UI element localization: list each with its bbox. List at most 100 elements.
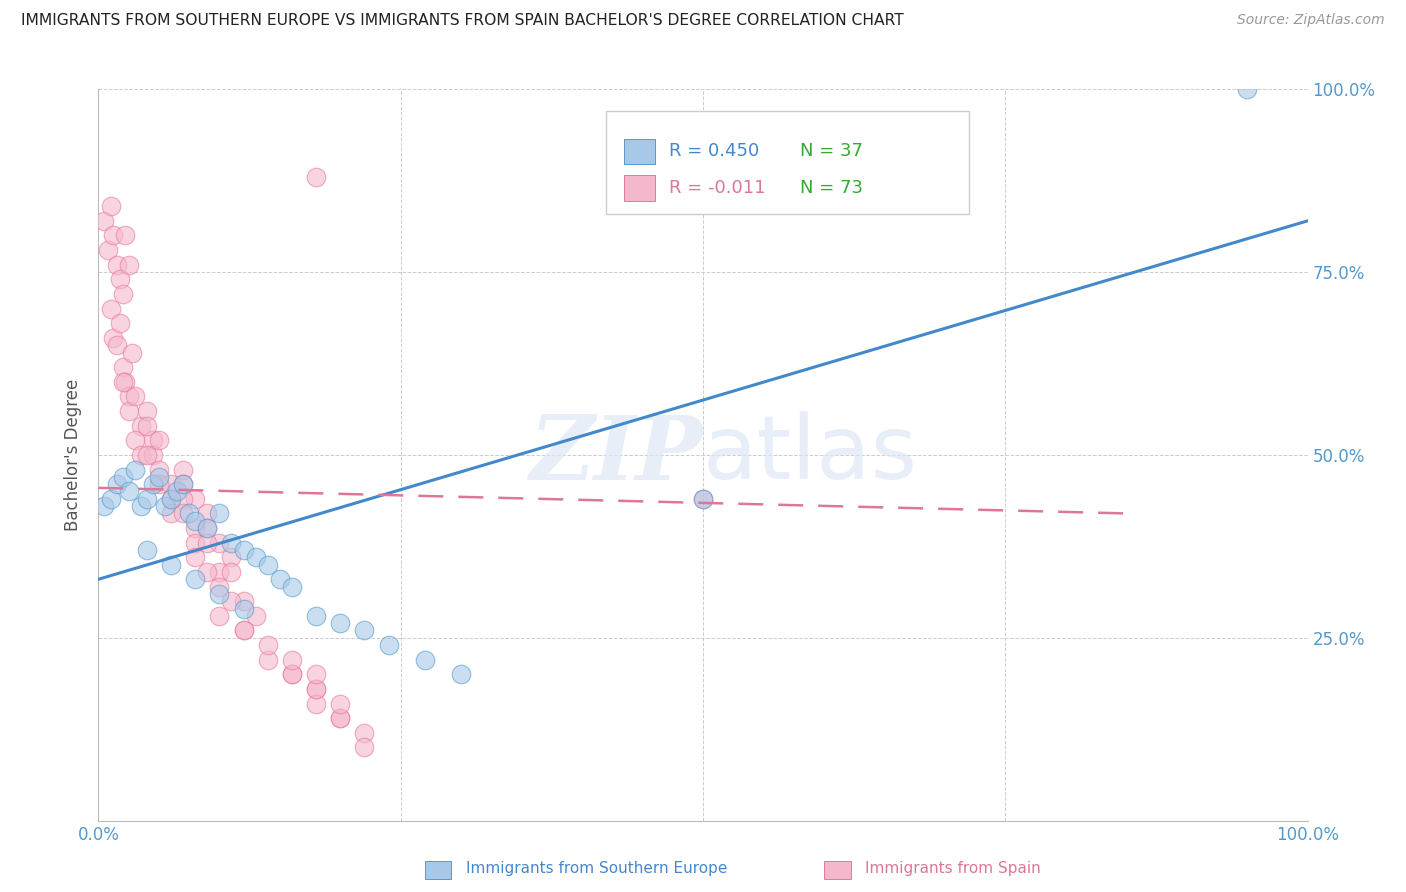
Point	[184, 521, 207, 535]
Point	[329, 711, 352, 725]
Point	[118, 484, 141, 499]
Bar	[624, 138, 655, 164]
Bar	[425, 861, 451, 880]
Point	[111, 375, 134, 389]
Text: ZIP: ZIP	[530, 412, 703, 498]
Point	[329, 711, 352, 725]
Point	[245, 550, 267, 565]
Text: Immigrants from Southern Europe: Immigrants from Southern Europe	[465, 861, 727, 876]
Point	[148, 462, 170, 476]
Point	[692, 491, 714, 506]
Point	[121, 345, 143, 359]
Point	[118, 258, 141, 272]
Point	[108, 272, 131, 286]
Point	[111, 470, 134, 484]
Y-axis label: Bachelor's Degree: Bachelor's Degree	[65, 379, 83, 531]
Text: R = -0.011: R = -0.011	[669, 179, 766, 197]
Point	[256, 638, 278, 652]
Point	[172, 477, 194, 491]
Point	[172, 507, 194, 521]
Point	[232, 594, 254, 608]
Text: IMMIGRANTS FROM SOUTHERN EUROPE VS IMMIGRANTS FROM SPAIN BACHELOR'S DEGREE CORRE: IMMIGRANTS FROM SOUTHERN EUROPE VS IMMIG…	[21, 13, 904, 29]
Point	[100, 491, 122, 506]
Point	[1236, 82, 1258, 96]
Point	[148, 434, 170, 448]
Point	[281, 580, 304, 594]
Point	[208, 608, 231, 623]
Point	[135, 543, 157, 558]
Point	[172, 491, 194, 506]
Point	[118, 404, 141, 418]
Point	[232, 624, 254, 638]
Point	[97, 243, 120, 257]
Point	[232, 543, 254, 558]
Point	[221, 565, 243, 579]
Point	[245, 608, 267, 623]
FancyBboxPatch shape	[606, 112, 969, 213]
Bar	[824, 861, 851, 880]
Text: atlas: atlas	[703, 411, 918, 499]
Point	[93, 499, 115, 513]
Point	[160, 507, 183, 521]
Point	[118, 389, 141, 403]
Point	[184, 491, 207, 506]
Text: N = 73: N = 73	[800, 179, 863, 197]
Point	[305, 697, 328, 711]
Point	[184, 572, 207, 586]
Point	[135, 404, 157, 418]
Point	[124, 389, 146, 403]
Bar	[624, 175, 655, 201]
Point	[208, 535, 231, 549]
Point	[101, 331, 124, 345]
Point	[208, 580, 231, 594]
Point	[142, 434, 165, 448]
Text: Immigrants from Spain: Immigrants from Spain	[865, 861, 1040, 876]
Point	[129, 499, 152, 513]
Point	[172, 477, 194, 491]
Point	[114, 375, 136, 389]
Point	[221, 535, 243, 549]
Point	[100, 301, 122, 316]
Point	[208, 507, 231, 521]
Point	[353, 740, 375, 755]
Point	[329, 697, 352, 711]
Point	[353, 624, 375, 638]
Point	[111, 360, 134, 375]
Point	[256, 653, 278, 667]
Point	[195, 521, 218, 535]
Point	[305, 608, 328, 623]
Point	[153, 499, 176, 513]
Point	[111, 287, 134, 301]
Point	[179, 507, 201, 521]
Point	[184, 535, 207, 549]
Point	[305, 681, 328, 696]
Point	[232, 624, 254, 638]
Point	[692, 491, 714, 506]
Point	[135, 418, 157, 433]
Point	[281, 667, 304, 681]
Point	[108, 316, 131, 330]
Point	[269, 572, 291, 586]
Point	[305, 681, 328, 696]
Point	[413, 653, 436, 667]
Point	[221, 594, 243, 608]
Point	[195, 521, 218, 535]
Point	[184, 514, 207, 528]
Point	[105, 477, 128, 491]
Point	[129, 448, 152, 462]
Point	[353, 726, 375, 740]
Point	[184, 550, 207, 565]
Point	[142, 477, 165, 491]
Point	[305, 667, 328, 681]
Point	[160, 491, 183, 506]
Point	[101, 228, 124, 243]
Point	[208, 565, 231, 579]
Point	[281, 653, 304, 667]
Point	[105, 258, 128, 272]
Point	[105, 338, 128, 352]
Point	[160, 558, 183, 572]
Point	[329, 616, 352, 631]
Point	[208, 587, 231, 601]
Point	[305, 169, 328, 184]
Point	[135, 448, 157, 462]
